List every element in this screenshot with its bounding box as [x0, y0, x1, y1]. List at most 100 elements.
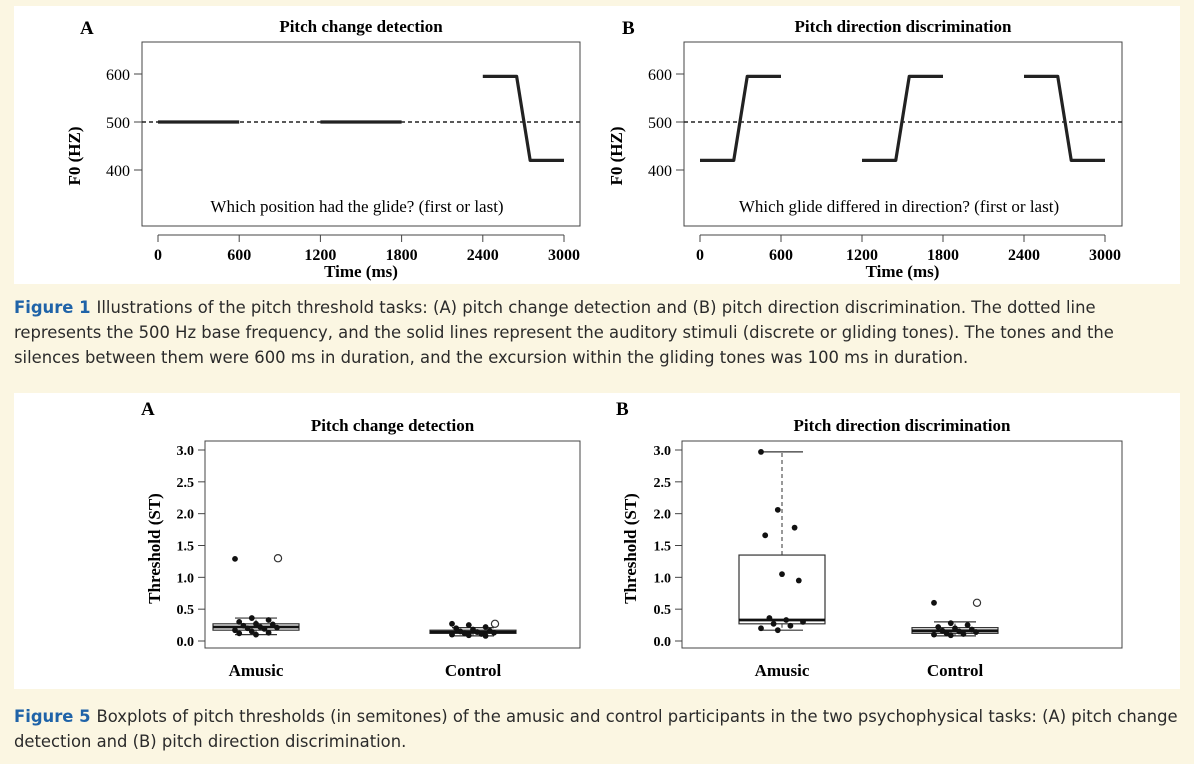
data-point [265, 629, 272, 636]
panel-letter: B [616, 399, 629, 420]
x-tick-label: 0 [696, 247, 704, 264]
y-tick-label: 2.0 [177, 508, 195, 523]
x-tick-label: 1200 [304, 247, 336, 264]
data-point [449, 620, 455, 627]
x-tick-label: 1800 [386, 247, 418, 264]
data-point [465, 622, 472, 628]
chart-title: Pitch direction discrimination [795, 17, 1012, 36]
outlier-marker [273, 554, 283, 563]
stimulus-tone-3 [482, 74, 564, 162]
y-tick-label: 1.0 [177, 571, 195, 586]
y-tick-label: 0.0 [177, 635, 195, 650]
data-point [779, 571, 785, 578]
data-point [449, 631, 455, 638]
data-point [244, 625, 251, 632]
y-tick-label: 0.5 [177, 603, 195, 618]
plot-frame [204, 440, 581, 649]
outlier-marker [972, 598, 982, 607]
figure-5-caption-label: Figure 5 [14, 707, 91, 726]
data-point [240, 622, 247, 629]
plot-frame [683, 41, 1123, 227]
fig1-panel-b: B Pitch direction discrimination 400 500 600… [607, 17, 1123, 281]
data-point [232, 627, 238, 634]
panel-letter: B [622, 18, 635, 39]
x-tick-label: 3000 [548, 247, 580, 264]
stimulus-tone-2 [862, 74, 943, 162]
data-point [947, 632, 954, 639]
data-point [939, 627, 946, 634]
y-tick-label: 500 [106, 115, 130, 132]
data-point [236, 619, 243, 625]
data-point [783, 617, 790, 623]
plot-frame [681, 440, 1123, 649]
y-tick-label: 1.5 [177, 540, 195, 555]
y-tick-label: 3.0 [654, 444, 672, 459]
stimulus-tone-3 [1024, 74, 1105, 162]
data-point [795, 577, 802, 584]
data-point [269, 621, 276, 628]
figure-1-caption: Figure 1 Illustrations of the pitch thres… [14, 295, 1182, 370]
data-point [791, 524, 798, 531]
y-tick-label: 2.5 [177, 476, 195, 491]
y-tick-label: 0.5 [654, 603, 672, 618]
data-point [800, 619, 806, 625]
x-tick-label: 2400 [1008, 247, 1040, 264]
y-axis-label: F0 (HZ) [607, 126, 626, 185]
x-category-label: Control [927, 661, 984, 680]
box-group-amusic [738, 449, 826, 634]
data-point [248, 615, 255, 621]
y-tick-label: 2.0 [654, 508, 672, 523]
figure-1-chart: A Pitch change detection 400 500 600 F0 (HZ) 0… [65, 17, 1123, 281]
figure-5-caption-text: Boxplots of pitch thresholds (in semiton… [14, 707, 1178, 751]
data-point [762, 532, 769, 539]
data-point [491, 629, 497, 636]
y-tick-label: 600 [106, 67, 130, 84]
data-point [956, 628, 963, 635]
data-point [774, 627, 781, 634]
figure-1-caption-label: Figure 1 [14, 298, 91, 317]
task-question-annotation: Which position had the glide? (first or … [210, 197, 503, 216]
data-point [973, 629, 979, 635]
box-group-control [429, 619, 517, 639]
chart-title: Pitch change detection [311, 416, 475, 435]
data-point [964, 622, 971, 628]
data-point [253, 631, 259, 638]
data-point [947, 620, 954, 627]
data-point [931, 599, 937, 606]
x-category-label: Control [445, 661, 502, 680]
x-tick-label: 1200 [846, 247, 878, 264]
data-point [248, 628, 255, 635]
y-tick-label: 400 [106, 163, 130, 180]
data-point [232, 555, 238, 562]
data-point [758, 449, 764, 455]
y-tick-label: 600 [648, 67, 672, 84]
data-point [774, 506, 781, 513]
chart-title: Pitch change detection [279, 17, 443, 36]
figure-5-panel: A Pitch change detection 0.0 0.5 1.0 1.5 2.0 2.… [14, 393, 1180, 689]
y-axis-label: F0 (HZ) [65, 126, 84, 185]
chart-title: Pitch direction discrimination [794, 416, 1011, 435]
x-tick-label: 0 [154, 247, 162, 264]
y-tick-label: 400 [648, 163, 672, 180]
data-point [261, 626, 268, 632]
y-axis-label: Threshold (ST) [145, 493, 164, 604]
data-point [787, 622, 794, 629]
data-point [253, 620, 259, 627]
x-category-label: Amusic [755, 661, 810, 680]
x-tick-label: 600 [769, 247, 793, 264]
data-point [453, 625, 460, 632]
fig5-panel-a: A Pitch change detection 0.0 0.5 1.0 1.5 2.0 2.… [141, 399, 581, 680]
plot-frame [141, 41, 581, 227]
data-point [931, 631, 937, 638]
data-point [265, 617, 272, 623]
data-point [482, 633, 489, 639]
box-group-amusic [212, 554, 300, 638]
x-axis-label: Time (ms) [324, 262, 398, 281]
x-tick-label: 1800 [927, 247, 959, 264]
y-axis-label: Threshold (ST) [621, 493, 640, 604]
fig1-panel-a: A Pitch change detection 400 500 600 F0 (HZ) 0… [65, 17, 581, 281]
data-point [236, 630, 243, 637]
figure-1-caption-text: Illustrations of the pitch threshold tas… [14, 298, 1114, 367]
y-tick-label: 2.5 [654, 476, 672, 491]
x-tick-label: 3000 [1089, 247, 1121, 264]
